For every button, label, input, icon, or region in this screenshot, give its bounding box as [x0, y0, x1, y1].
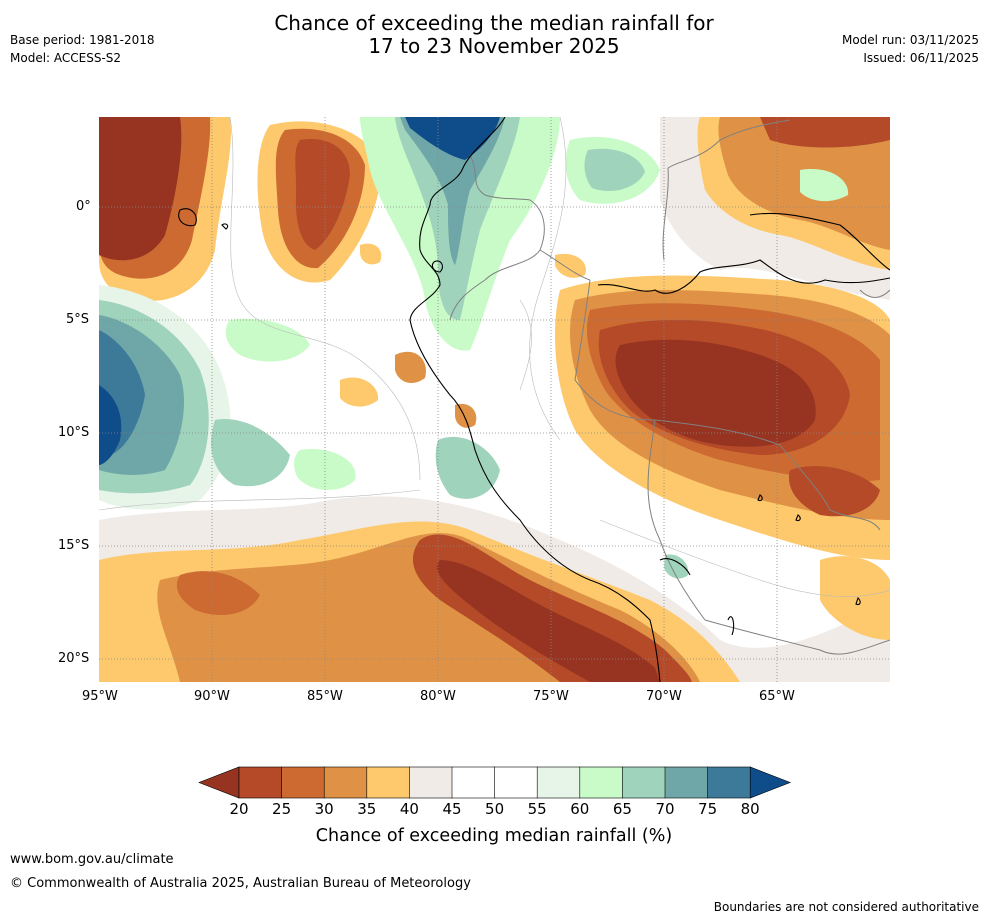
region-orange-ec	[360, 243, 382, 265]
colorbar-segments	[198, 766, 792, 799]
colorbar-tick-label: 30	[314, 800, 334, 818]
lat-label-15s: 15°S	[58, 538, 90, 553]
colorbar-arrow-low	[198, 766, 240, 799]
lat-label-10s: 10°S	[58, 425, 90, 440]
colorbar-segment	[451, 766, 496, 799]
map-title: Chance of exceeding the median rainfall …	[0, 12, 988, 58]
colorbar-segment	[281, 766, 325, 799]
region-darkred-amazon	[615, 339, 816, 447]
colorbar-segment	[238, 766, 283, 799]
region-red-peru-coast	[412, 534, 692, 682]
colorbar-tick-label: 20	[229, 800, 249, 818]
country-borders	[449, 119, 890, 655]
lat-label-5s: 5°S	[66, 312, 90, 327]
colorbar-tick-label: 35	[357, 800, 377, 818]
colorbar-tick-label: 40	[399, 800, 419, 818]
title-line-1: Chance of exceeding the median rainfall …	[274, 11, 714, 35]
lat-label-20s: 20°S	[58, 651, 90, 666]
colorbar-segment	[409, 766, 453, 799]
lon-label-75w: 75°W	[533, 689, 569, 704]
region-darkred-nw	[99, 117, 182, 261]
region-green-nc-pacific	[584, 148, 645, 192]
colorbar-segment	[536, 766, 581, 799]
region-green-west-2	[211, 419, 290, 487]
region-orange-cp	[340, 377, 379, 407]
map-fill	[99, 117, 890, 682]
footer-url[interactable]: www.bom.gov.au/climate	[10, 852, 174, 867]
colorbar-segment	[622, 766, 666, 799]
region-lime-west	[225, 318, 310, 362]
lon-label-70w: 70°W	[646, 689, 682, 704]
model-run: Model run: 03/11/2025	[841, 33, 979, 47]
footer-copyright: © Commonwealth of Australia 2025, Austra…	[10, 876, 471, 891]
colorbar-tick-label: 65	[612, 800, 632, 818]
region-lime-ne	[800, 169, 849, 202]
lon-label-95w: 95°W	[82, 689, 118, 704]
lat-label-0: 0°	[76, 199, 91, 214]
colorbar-segment	[494, 766, 538, 799]
region-lime-south	[294, 449, 356, 490]
colorbar-arrow-high	[749, 766, 792, 799]
graticule	[99, 117, 890, 682]
colorbar	[198, 766, 792, 799]
region-orange-se	[820, 556, 890, 640]
region-green-peru-coast	[435, 436, 500, 499]
model-name: Model: ACCESS-S2	[10, 51, 122, 65]
issued-date: Issued: 06/11/2025	[863, 51, 979, 65]
colorbar-segment	[664, 766, 709, 799]
colorbar-tick-label: 80	[740, 800, 760, 818]
colorbar-segment	[323, 766, 368, 799]
coastlines	[178, 117, 890, 682]
region-orange-cp2	[395, 351, 426, 384]
lon-label-90w: 90°W	[194, 689, 230, 704]
colorbar-segment	[366, 766, 410, 799]
region-orange-cp3	[455, 403, 477, 428]
region-green-bolivia	[664, 554, 689, 579]
base-period: Base period: 1981-2018	[10, 33, 155, 47]
lon-label-80w: 80°W	[420, 689, 456, 704]
region-orange-sw	[176, 571, 260, 615]
colorbar-segment	[579, 766, 623, 799]
lon-label-85w: 85°W	[307, 689, 343, 704]
title-line-2: 17 to 23 November 2025	[368, 34, 620, 58]
lon-label-65w: 65°W	[759, 689, 795, 704]
colorbar-tick-label: 75	[698, 800, 718, 818]
colorbar-tick-label: 25	[272, 800, 292, 818]
colorbar-segment	[707, 766, 751, 799]
region-darkred-se	[788, 466, 880, 517]
region-orange-cp4	[555, 253, 586, 278]
contour-lines	[99, 117, 890, 597]
colorbar-tick-label: 45	[442, 800, 462, 818]
colorbar-tick-label: 55	[527, 800, 547, 818]
footer-disclaimer: Boundaries are not considered authoritat…	[713, 900, 979, 914]
colorbar-title: Chance of exceeding median rainfall (%)	[315, 826, 673, 846]
colorbar-tick-label: 50	[485, 800, 505, 818]
region-dark-ne	[760, 117, 890, 148]
region-red-nc	[295, 139, 350, 250]
region-darkred-peru-coast	[436, 560, 660, 682]
region-teal-ecuador	[400, 117, 505, 265]
colorbar-tick-label: 60	[570, 800, 590, 818]
colorbar-tick-label: 70	[655, 800, 675, 818]
region-navy-west	[99, 385, 122, 465]
